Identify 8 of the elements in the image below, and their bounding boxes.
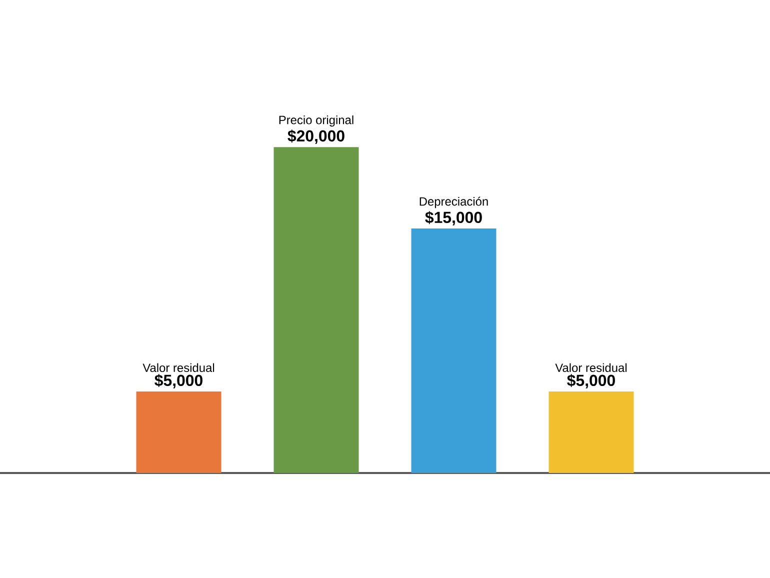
data-label: $20,000 (288, 130, 344, 144)
x-tick-label: Valor residual (555, 363, 627, 372)
data-label: $5,000 (154, 374, 202, 388)
x-tick-label: Precio original (279, 115, 354, 127)
data-label: $15,000 (425, 211, 482, 226)
x-tick-label: Depreciación (420, 196, 488, 208)
data-label: $5,000 (567, 374, 615, 388)
x-tick-label: Valor residual (142, 363, 214, 372)
